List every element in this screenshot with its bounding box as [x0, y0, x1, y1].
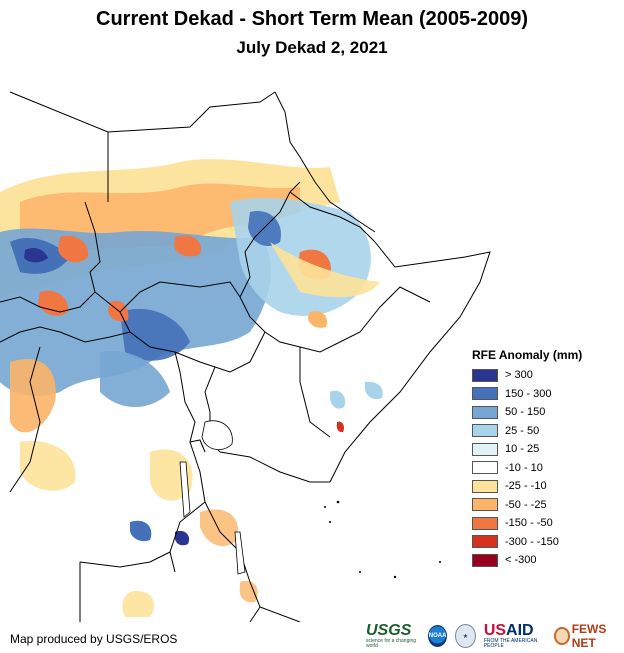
- noaa-logo: NOAA: [428, 625, 447, 647]
- border-ethiopia-south: [239, 286, 431, 353]
- legend-item: -10 - 10: [472, 459, 582, 478]
- legend-label: -300 - -150: [505, 535, 559, 548]
- noaa-logo-text: NOAA: [428, 633, 447, 639]
- border-somalia-coast: [329, 241, 491, 483]
- border-sudan-ethiopia: [239, 181, 301, 298]
- border-tz-south: [204, 501, 301, 622]
- border-egypt-sudan: [107, 91, 276, 133]
- border-tz-west: [169, 501, 206, 573]
- border-ss-drc: [119, 311, 266, 373]
- map-subtitle: July Dekad 2, 2021: [236, 38, 388, 57]
- usaid-logo: USAID FROM THE AMERICAN PEOPLE: [484, 623, 548, 649]
- legend-item: 10 - 25: [472, 440, 582, 459]
- anomaly-dry-south-2: [200, 509, 239, 547]
- legend-label: 50 - 150: [505, 406, 546, 419]
- usaid-seal-icon: ★: [455, 624, 476, 648]
- globe-icon: [553, 627, 570, 645]
- anomaly-wet-somalia: [364, 381, 383, 400]
- legend-item: 50 - 150: [472, 403, 582, 422]
- usgs-logo: USGS science for a changing world: [366, 623, 420, 649]
- legend: RFE Anomaly (mm) > 300 150 - 300 50 - 150 2…: [472, 348, 582, 570]
- anomaly-dry-congo: [10, 358, 56, 433]
- legend-label: 25 - 50: [505, 424, 540, 437]
- usaid-aid: AID: [506, 622, 534, 639]
- anomaly-very-dry-2: [38, 290, 69, 316]
- anomaly-very-dry-6: [308, 311, 328, 328]
- border-car-drc: [0, 326, 131, 343]
- usaid-tagline: FROM THE AMERICAN PEOPLE: [483, 638, 538, 649]
- anomaly-field-layer: [0, 159, 383, 617]
- legend-label: 150 - 300: [505, 387, 552, 400]
- legend-label: < -300: [505, 554, 537, 567]
- border-drc-west: [9, 346, 41, 493]
- anomaly-dry-coast: [336, 421, 345, 433]
- border-drc-uganda: [174, 351, 206, 503]
- anomaly-very-wet-west: [24, 247, 48, 263]
- border-sudan-ss: [119, 281, 241, 313]
- legend-swatch: [472, 387, 498, 401]
- anomaly-dry-angola: [122, 591, 154, 617]
- usgs-tagline: science for a changing world: [366, 638, 417, 649]
- anomaly-wet-coast: [330, 390, 346, 409]
- legend-swatch: [472, 424, 498, 438]
- border-rwanda: [189, 439, 206, 453]
- legend-item: 150 - 300: [472, 385, 582, 404]
- legend-swatch: [472, 553, 498, 567]
- fewsnet-text: FEWS NET: [571, 622, 607, 650]
- usgs-logo-text: USGS: [366, 622, 412, 639]
- legend-item: -300 - -150: [472, 533, 582, 552]
- fewsnet-logo: FEWS NET: [553, 622, 624, 650]
- legend-label: > 300: [505, 369, 533, 382]
- lake-malawi: [234, 531, 246, 575]
- border-zambia: [79, 551, 171, 568]
- lakes-layer: [179, 420, 246, 575]
- border-eritrea: [289, 191, 376, 243]
- legend-title: RFE Anomaly (mm): [472, 348, 583, 362]
- legend-swatch: [472, 405, 498, 419]
- border-car-chad: [0, 291, 96, 313]
- border-coast-red-sea: [274, 91, 376, 233]
- border-kenya-tz: [219, 451, 330, 483]
- legend-label: -150 - -50: [505, 517, 553, 530]
- legend-label: -10 - 10: [505, 461, 543, 474]
- legend-swatch: [472, 498, 498, 512]
- usaid-us: US: [483, 622, 507, 639]
- legend-item: -50 - -25: [472, 496, 582, 515]
- legend-swatch: [472, 368, 498, 382]
- legend-swatch: [472, 516, 498, 530]
- legend-rows: > 300 150 - 300 50 - 150 25 - 50 10 - 25 -10 …: [472, 366, 582, 570]
- legend-label: 10 - 25: [505, 443, 540, 456]
- legend-label: -50 - -25: [505, 498, 547, 511]
- anomaly-wet-uganda: [100, 351, 170, 407]
- legend-swatch: [472, 461, 498, 475]
- legend-item: -150 - -50: [472, 514, 582, 533]
- legend-item: 25 - 50: [472, 422, 582, 441]
- anomaly-wet-south-1: [130, 520, 152, 542]
- anomaly-dry-congo-2: [20, 441, 76, 491]
- logo-strip: USGS science for a changing world NOAA ★…: [366, 622, 624, 650]
- anomaly-dry-tanzania: [239, 580, 258, 603]
- country-borders: [0, 91, 491, 622]
- legend-item: -25 - -10: [472, 477, 582, 496]
- legend-item: > 300: [472, 366, 582, 385]
- anomaly-dry-east: [270, 242, 380, 298]
- anomaly-very-dry-1: [58, 235, 89, 263]
- anomaly-strong-wet-ss: [120, 308, 190, 361]
- lake-tanganyika: [179, 461, 191, 518]
- border-mozambique: [249, 606, 261, 622]
- legend-swatch: [472, 535, 498, 549]
- border-kenya-somalia: [299, 347, 331, 438]
- islands-layer: [324, 500, 441, 579]
- rainfall-anomaly-map: [0, 91, 491, 622]
- legend-item: < -300: [472, 551, 582, 570]
- anomaly-very-dry-4: [174, 235, 201, 257]
- legend-swatch: [472, 442, 498, 456]
- legend-swatch: [472, 479, 498, 493]
- lake-victoria: [201, 420, 233, 451]
- map-title: Current Dekad - Short Term Mean (2005-20…: [96, 8, 528, 30]
- legend-label: -25 - -10: [505, 480, 547, 493]
- credit-text: Map produced by USGS/EROS: [10, 632, 178, 646]
- anomaly-wet-south-2: [174, 530, 190, 546]
- border-chad-sudan: [84, 201, 121, 313]
